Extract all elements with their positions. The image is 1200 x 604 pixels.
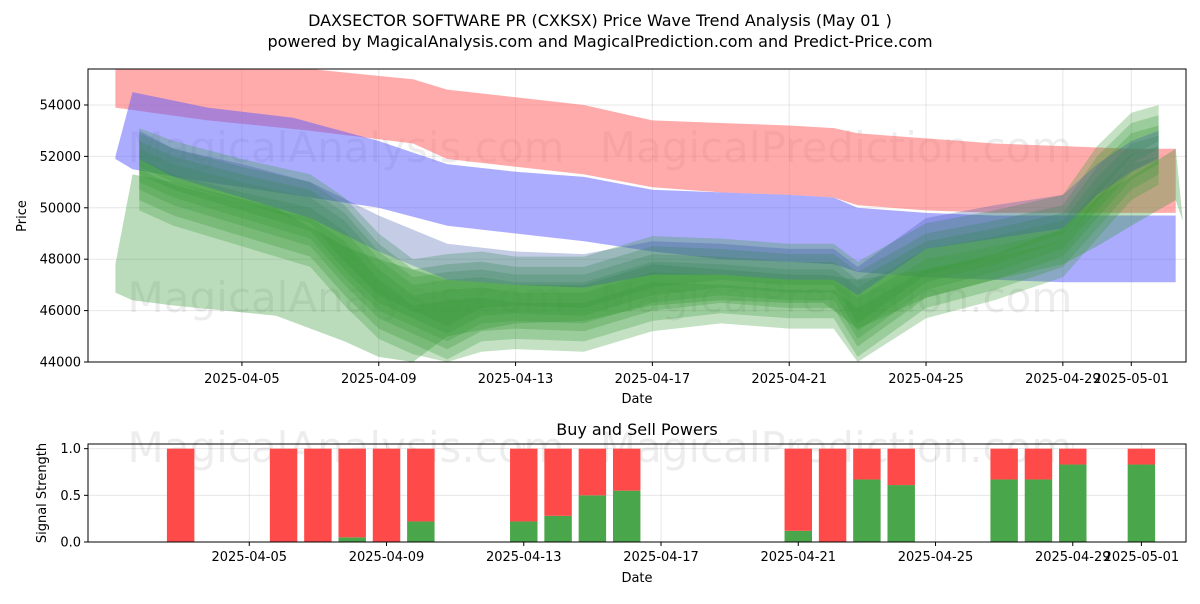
- buy-bar: [1127, 464, 1156, 542]
- power-x-axis-label: Date: [621, 571, 652, 586]
- buy-bar: [887, 485, 915, 542]
- power-y-axis: 0.0 0.5 1.0: [60, 442, 88, 551]
- x-tick-label: 2025-04-25: [898, 550, 974, 565]
- buy-bar: [407, 521, 435, 542]
- y-tick-label: 0.0: [60, 536, 81, 551]
- buy-bar: [338, 537, 366, 542]
- power-y-axis-label: Signal Strength: [35, 443, 50, 543]
- sell-bar: [1127, 448, 1156, 465]
- x-tick-label: 2025-04-21: [751, 372, 827, 387]
- sell-bar: [1059, 448, 1087, 465]
- sell-bar: [269, 448, 298, 542]
- buy-bar: [784, 530, 812, 542]
- watermark-text: MagicalAnalysis.com: [128, 273, 565, 322]
- price-y-axis-label: Price: [15, 200, 30, 232]
- buy-bar: [1024, 479, 1053, 542]
- sell-bar: [612, 448, 641, 491]
- y-tick-label: 44000: [40, 356, 81, 371]
- x-tick-label: 2025-04-13: [486, 550, 562, 565]
- buy-bar: [510, 521, 538, 542]
- y-tick-label: 48000: [40, 253, 81, 268]
- sell-bar: [166, 448, 195, 542]
- sell-bar: [372, 448, 401, 542]
- buy-bar: [853, 479, 881, 542]
- x-tick-label: 2025-04-09: [349, 550, 425, 565]
- price-plot: MagicalAnalysis.com MagicalPrediction.co…: [15, 68, 1187, 407]
- wave-band-6: [139, 156, 1159, 362]
- middle-band: [115, 92, 1176, 283]
- price-y-axis: 44000 46000 48000 50000 52000 54000: [40, 98, 88, 371]
- buy-bar: [544, 515, 572, 542]
- y-tick-label: 50000: [40, 201, 81, 216]
- x-tick-label: 2025-05-01: [1104, 550, 1180, 565]
- sell-bar: [818, 448, 847, 542]
- y-tick-label: 0.5: [60, 489, 81, 504]
- chart-title: DAXSECTOR SOFTWARE PR (CXKSX) Price Wave…: [308, 11, 892, 30]
- y-tick-label: 46000: [40, 304, 81, 319]
- y-tick-label: 52000: [40, 150, 81, 165]
- watermark-text: MagicalPrediction.com: [600, 273, 1073, 322]
- price-x-axis-label: Date: [621, 392, 652, 407]
- sell-bar: [338, 448, 366, 538]
- blue-wave-band: [139, 130, 1159, 296]
- buy-bar: [990, 479, 1018, 542]
- buy-bar: [578, 495, 607, 542]
- sell-bar: [578, 448, 607, 496]
- sell-bar: [990, 448, 1018, 480]
- sell-bar: [887, 448, 915, 486]
- x-tick-label: 2025-04-05: [211, 550, 287, 565]
- x-tick-label: 2025-04-17: [615, 372, 691, 387]
- sell-bar: [853, 448, 881, 480]
- x-tick-label: 2025-04-05: [204, 372, 280, 387]
- price-bands: [115, 69, 1183, 362]
- upper-band: [115, 69, 1176, 213]
- wave-band-1: [139, 105, 1159, 326]
- y-tick-label: 54000: [40, 98, 81, 113]
- sell-bar: [407, 448, 435, 522]
- price-x-axis: 2025-04-05 2025-04-09 2025-04-13 2025-04-17…: [204, 362, 1169, 387]
- power-bars: [166, 448, 1156, 542]
- x-tick-label: 2025-04-09: [341, 372, 417, 387]
- wave-band-2: [139, 115, 1159, 334]
- x-tick-label: 2025-04-29: [1025, 372, 1101, 387]
- x-tick-label: 2025-04-13: [478, 372, 554, 387]
- chart-subtitle: powered by MagicalAnalysis.com and Magic…: [267, 32, 932, 51]
- sell-bar: [784, 448, 812, 531]
- x-tick-label: 2025-04-17: [623, 550, 699, 565]
- sell-bar: [510, 448, 538, 522]
- price-plot-frame: [87, 68, 1187, 363]
- x-tick-label: 2025-05-01: [1093, 372, 1169, 387]
- power-plot-frame: [87, 443, 1187, 543]
- wave-band-4: [139, 135, 1159, 350]
- wave-band-wide: [115, 148, 1183, 362]
- power-x-axis: 2025-04-05 2025-04-09 2025-04-13 2025-04-17…: [211, 542, 1179, 565]
- power-plot: Buy and Sell Powers MagicalAnalysis.com …: [35, 420, 1187, 586]
- power-chart-title: Buy and Sell Powers: [556, 420, 718, 439]
- x-tick-label: 2025-04-29: [1035, 550, 1111, 565]
- buy-bar: [612, 490, 641, 542]
- sell-bar: [1024, 448, 1053, 480]
- x-tick-label: 2025-04-21: [760, 550, 836, 565]
- wave-band-5: [139, 146, 1159, 360]
- wave-band-3: [139, 125, 1159, 342]
- sell-bar: [304, 448, 332, 542]
- x-tick-label: 2025-04-25: [888, 372, 964, 387]
- buy-bar: [1059, 464, 1087, 542]
- sell-bar: [544, 448, 572, 516]
- y-tick-label: 1.0: [60, 442, 81, 457]
